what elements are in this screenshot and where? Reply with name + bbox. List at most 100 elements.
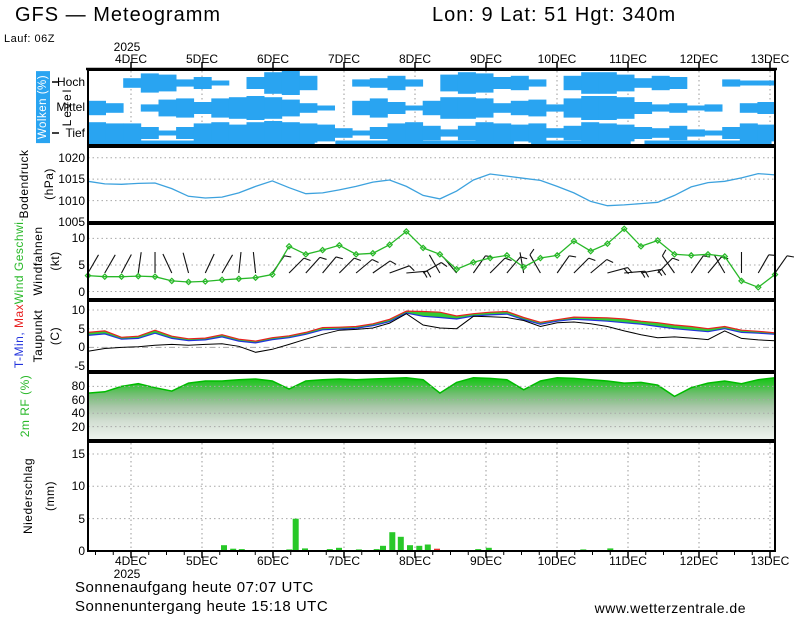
wind-ytick: 0 [78,285,85,299]
cloud-block [616,97,635,119]
cloud-block [563,98,582,118]
cloud-block [510,75,529,91]
cloud-block [581,96,600,120]
humidity-ytick: 60 [71,393,85,407]
wind-marker [570,237,578,245]
cloud-block [299,103,318,113]
cloud-block [158,130,177,136]
pressure-ytick: 1005 [58,215,85,229]
wind-marker [335,241,343,249]
cloud-block [405,79,424,87]
cloud-block [704,104,723,112]
wind-marker [603,240,611,248]
wind-marker [402,227,410,235]
cloud-block [387,102,406,114]
temperature-panel [87,300,776,372]
cloud-block [176,79,195,87]
wind-barb [707,256,722,274]
wind-marker [319,246,327,254]
humidity-panel [87,372,776,441]
wind-marker [268,271,276,278]
cloud-block [317,124,335,142]
wind-marker [285,242,293,250]
cloud-block [528,123,547,143]
cloud-level-hoch: Hoch [56,75,85,89]
model-run-label: Lauf: 06Z [4,33,55,45]
cloud-block [334,128,353,138]
wind-marker [386,241,394,249]
cloud-block [528,79,547,87]
temperature-ytick: 10 [71,303,85,317]
precip-bar [336,547,342,551]
cloud-block [669,77,688,89]
cloud-block [493,123,512,143]
wind-marker [134,272,142,280]
cloud-block [369,127,388,139]
cloud-strip [335,140,514,144]
wind-marker [536,254,544,262]
precip-bar [380,545,386,551]
location-title: Lon: 9 Lat: 51 Hgt: 340m [432,4,677,26]
wind-marker [620,225,628,233]
precip-bar [397,536,404,551]
cloud-block [563,125,582,141]
date-label-bottom: 4DEC [114,554,148,568]
wind-barb [104,254,116,274]
cloud-block [193,77,212,89]
wind-barb [137,252,142,274]
cloud-block [757,124,776,142]
wind-barb [428,254,441,274]
precip-bar [302,548,308,551]
temperature-ytick: 5 [78,322,85,336]
wind-marker [721,252,729,260]
date-label-bottom: 7DEC [327,554,361,568]
cloud-block [739,123,758,143]
cloud-block [211,122,230,144]
cloud-block [352,79,371,87]
cloud-block [369,98,388,118]
cloud-block [140,104,159,112]
cloud-block [352,100,371,116]
wind-barb [757,254,770,274]
wind-marker [553,251,561,259]
wind-marker [671,250,678,258]
wind-marker [687,251,695,259]
cloud-block [281,122,300,144]
cloud-block [123,123,142,143]
wind-barb [661,255,675,274]
cloud-block [88,100,106,116]
cloud-block [546,128,564,138]
pressure-ytick: 1020 [58,151,85,165]
cloud-block [140,127,159,139]
cloud-block [176,127,195,139]
cloud-block [193,102,212,114]
cloud-block [457,125,476,141]
wind-marker [453,265,461,273]
precip-bar [485,547,492,551]
cloud-block [704,130,723,136]
cloud-strip [644,140,772,144]
cloud-block [422,125,441,141]
wind-barb [121,254,132,274]
cloud-block [440,74,459,92]
cloud-block [651,104,670,112]
cloud-block [634,127,653,139]
cloud-block [193,123,212,143]
cloud-block [105,103,124,113]
precip-bar [221,545,227,551]
wind-marker [704,250,712,258]
wind-marker [654,237,662,244]
wind-barb [713,254,726,274]
wind-marker [101,273,109,281]
wind-marker [637,242,645,250]
cloud-block [246,77,265,89]
date-label-top: 13DEC [750,52,790,66]
cloud-block [510,100,529,116]
year-label-top: 2025 [113,40,141,54]
humidity-area [88,377,775,440]
wind-ytick: 5 [78,258,85,272]
wind-marker [754,283,762,291]
wind-marker [520,263,528,271]
temp-band [88,311,775,343]
wind-marker [151,273,159,281]
